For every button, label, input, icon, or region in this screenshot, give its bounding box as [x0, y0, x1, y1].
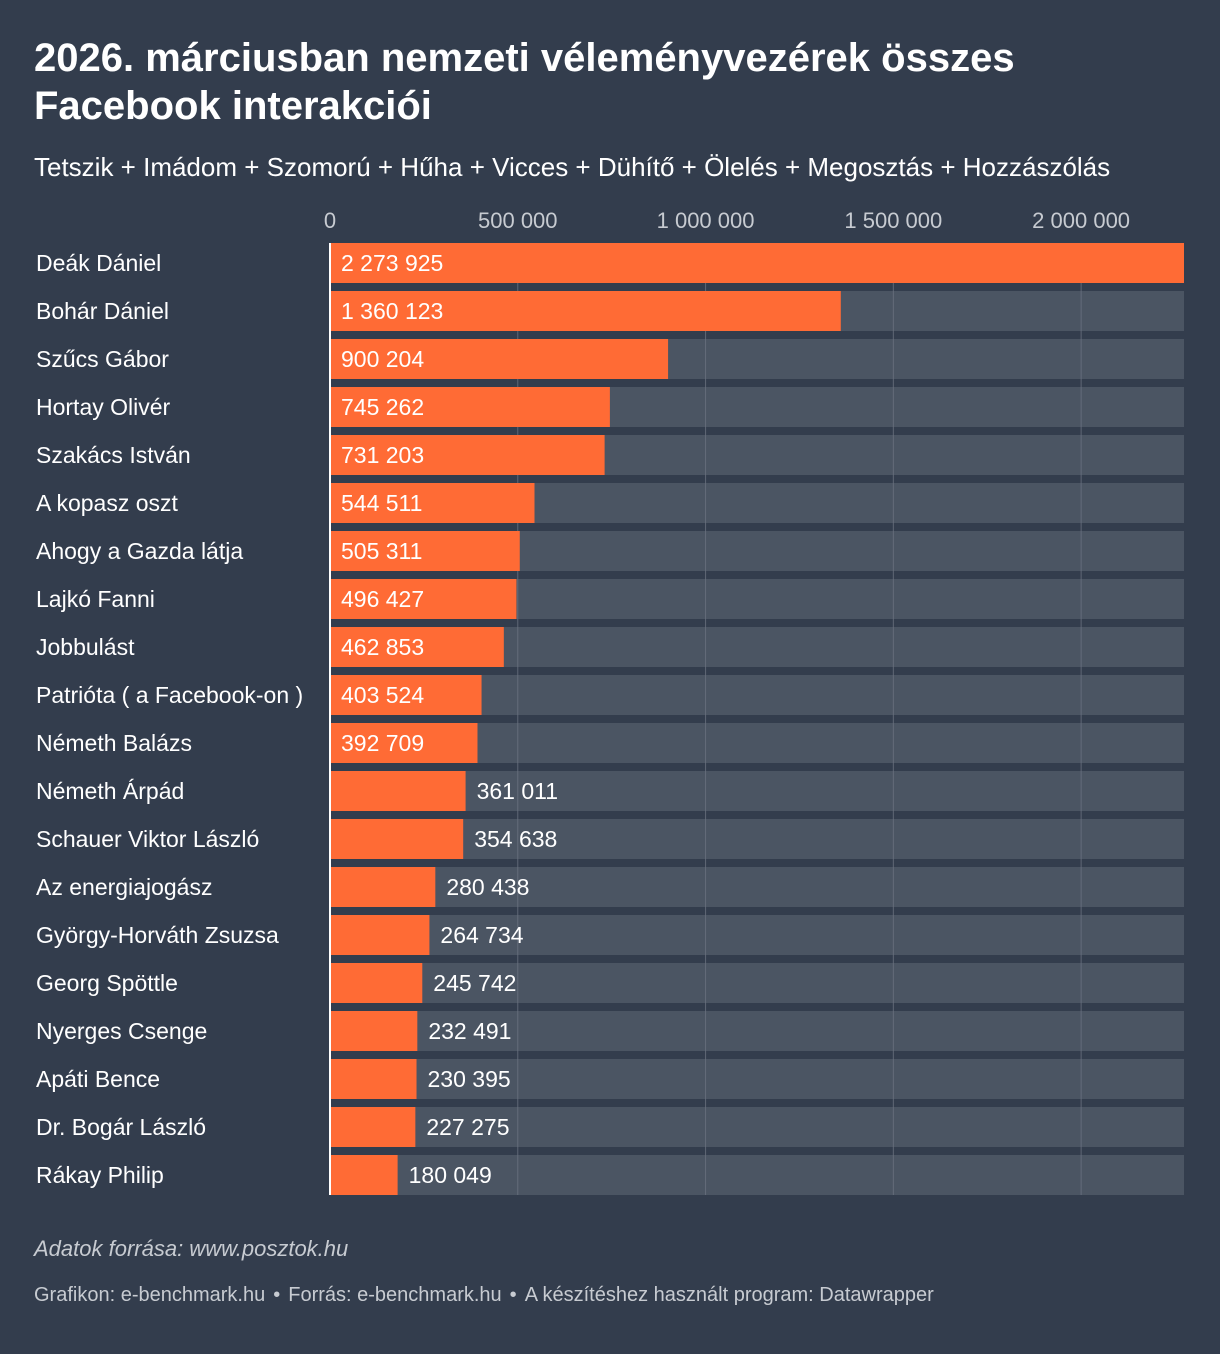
category-label: Hortay Olivér — [36, 394, 171, 420]
category-label: Németh Árpád — [36, 778, 184, 804]
value-label: 230 395 — [428, 1066, 511, 1092]
x-tick-label: 500 000 — [478, 208, 558, 233]
value-label: 232 491 — [428, 1018, 511, 1044]
category-label: Szűcs Gábor — [36, 346, 169, 372]
value-label: 731 203 — [341, 442, 424, 468]
category-label: Lajkó Fanni — [36, 586, 155, 612]
footer-source: Forrás: e-benchmark.hu — [288, 1284, 501, 1306]
bar — [330, 1107, 415, 1147]
chart-subtitle: Tetszik + Imádom + Szomorú + Hűha + Vicc… — [34, 150, 1204, 184]
footer-credit: Grafikon: e-benchmark.hu — [34, 1284, 265, 1306]
footer: Grafikon: e-benchmark.hu • Forrás: e-bench… — [34, 1284, 934, 1307]
value-label: 1 360 123 — [341, 298, 443, 324]
x-tick-label: 0 — [324, 208, 336, 233]
category-label: Schauer Viktor László — [36, 826, 259, 852]
chart-title: 2026. márciusban nemzeti véleményvezérek… — [34, 34, 1184, 130]
value-label: 900 204 — [341, 346, 424, 372]
value-label: 505 311 — [341, 538, 422, 564]
category-label: A kopasz oszt — [36, 490, 179, 516]
bar — [330, 963, 422, 1003]
data-source-note: Adatok forrása: www.posztok.hu — [34, 1236, 348, 1262]
value-label: 361 011 — [477, 778, 558, 804]
value-label: 462 853 — [341, 634, 424, 660]
x-tick-label: 1 000 000 — [657, 208, 755, 233]
x-tick-label: 1 500 000 — [844, 208, 942, 233]
footer-tool: A készítéshez használt program: Datawrap… — [525, 1284, 934, 1306]
category-label: Szakács István — [36, 442, 191, 468]
category-label: Bohár Dániel — [36, 298, 169, 324]
category-label: Apáti Bence — [36, 1066, 160, 1092]
value-label: 745 262 — [341, 394, 424, 420]
category-label: Georg Spöttle — [36, 970, 178, 996]
category-label: Patrióta ( a Facebook-on ) — [36, 682, 303, 708]
category-label: Jobbulást — [36, 634, 135, 660]
value-label: 2 273 925 — [341, 250, 443, 276]
value-label: 227 275 — [426, 1114, 509, 1140]
bar-chart: 0 500 000 1 000 000 1 500 000 2 000 000 Deák … — [0, 195, 1220, 1205]
category-label: Rákay Philip — [36, 1162, 164, 1188]
x-tick-label: 2 000 000 — [1032, 208, 1130, 233]
category-label: Németh Balázs — [36, 730, 192, 756]
value-label: 544 511 — [341, 490, 422, 516]
category-label: Ahogy a Gazda látja — [36, 538, 243, 564]
category-label: Nyerges Csenge — [36, 1018, 207, 1044]
bar — [330, 243, 1184, 283]
category-label: Deák Dániel — [36, 250, 161, 276]
category-label: Dr. Bogár László — [36, 1114, 206, 1140]
value-label: 280 438 — [446, 874, 529, 900]
bar — [330, 1011, 417, 1051]
category-label: György-Horváth Zsuzsa — [36, 922, 279, 948]
value-label: 354 638 — [474, 826, 557, 852]
value-label: 496 427 — [341, 586, 424, 612]
value-label: 392 709 — [341, 730, 424, 756]
bar — [330, 1155, 398, 1195]
value-label: 245 742 — [433, 970, 516, 996]
value-label: 403 524 — [341, 682, 424, 708]
value-label: 264 734 — [440, 922, 523, 948]
bar — [330, 1059, 417, 1099]
value-label: 180 049 — [409, 1162, 492, 1188]
bar — [330, 771, 466, 811]
category-label: Az energiajogász — [36, 874, 212, 900]
bar — [330, 819, 463, 859]
bar — [330, 867, 435, 907]
bar — [330, 915, 429, 955]
